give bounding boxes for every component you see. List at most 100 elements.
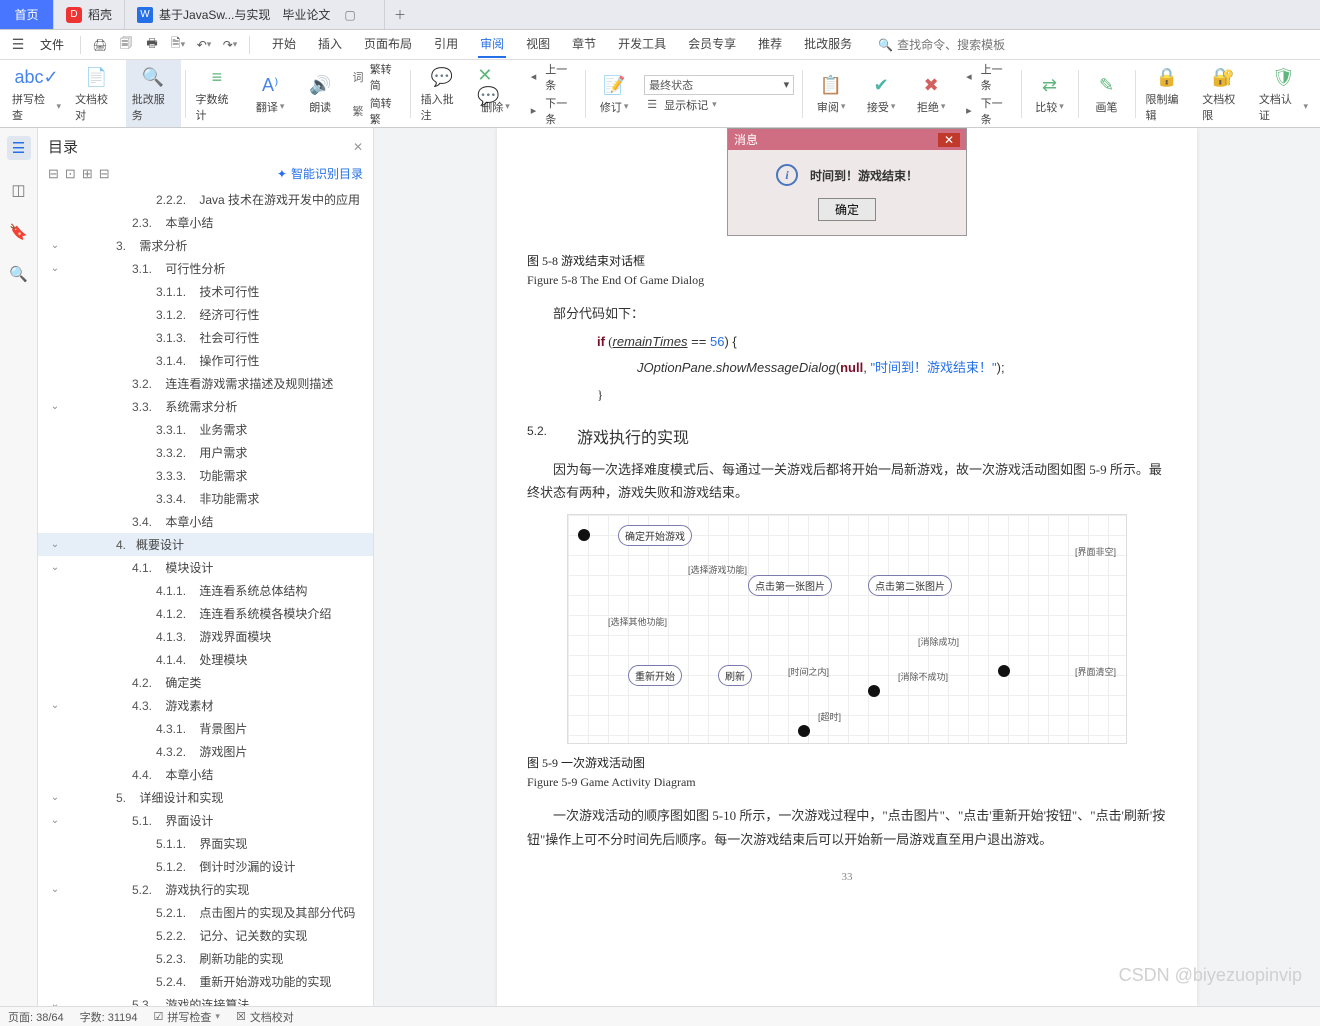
accept-button[interactable]: ✔接受 <box>857 60 905 127</box>
show-markup-button[interactable]: ☰显示标记 <box>644 97 794 113</box>
doc-proof-button[interactable]: 📄文档校对 <box>69 60 124 127</box>
word-count-button[interactable]: ≡字数统计 <box>189 60 244 127</box>
outline-item[interactable]: 3.3.1. 业务需求 <box>38 418 373 441</box>
menu-tab-correction[interactable]: 批改服务 <box>802 31 854 58</box>
outline-item[interactable]: 3.2. 连连看游戏需求描述及规则描述 <box>38 372 373 395</box>
outline-item[interactable]: 5.2.3. 刷新功能的实现 <box>38 947 373 970</box>
outline-item[interactable]: ⌄5.2. 游戏执行的实现 <box>38 878 373 901</box>
outline-item[interactable]: ⌄4.1. 模块设计 <box>38 556 373 579</box>
doc-permission-button[interactable]: 🔐文档权限 <box>1196 60 1251 127</box>
tab-document[interactable]: W基于JavaSw...与实现 毕业论文▢ <box>125 0 385 29</box>
outline-item[interactable]: 3.1.3. 社会可行性 <box>38 326 373 349</box>
read-aloud-button[interactable]: 🔊朗读 <box>296 60 344 127</box>
remove-icon[interactable]: ⊟ <box>99 166 110 182</box>
outline-item[interactable]: ⌄5.3. 游戏的连接算法 <box>38 993 373 1006</box>
add-icon[interactable]: ⊞ <box>82 166 93 182</box>
outline-item[interactable]: 3.1.4. 操作可行性 <box>38 349 373 372</box>
outline-item[interactable]: ⌄3.1. 可行性分析 <box>38 257 373 280</box>
menu-tab-start[interactable]: 开始 <box>270 31 298 58</box>
status-proof[interactable]: ☒ 文档校对 <box>236 1009 294 1025</box>
print-icon[interactable]: 🖶 <box>141 34 163 56</box>
preview-icon[interactable]: 🗐 <box>115 34 137 56</box>
outline-item[interactable]: 5.2.2. 记分、记关数的实现 <box>38 924 373 947</box>
outline-item[interactable]: 4.3.1. 背景图片 <box>38 717 373 740</box>
outline-item[interactable]: 3.3.2. 用户需求 <box>38 441 373 464</box>
new-tab-button[interactable]: ＋ <box>385 0 415 29</box>
outline-item[interactable]: 5.2.4. 重新开始游戏功能的实现 <box>38 970 373 993</box>
menu-tab-reference[interactable]: 引用 <box>432 31 460 58</box>
status-spell[interactable]: ☑ 拼写检查 <box>154 1009 220 1025</box>
outline-item[interactable]: 3.3.3. 功能需求 <box>38 464 373 487</box>
doc-auth-button[interactable]: 🛡文档认证 <box>1253 60 1314 127</box>
correction-service-button[interactable]: 🔍批改服务 <box>126 60 181 127</box>
outline-item[interactable]: 2.2.2. Java 技术在游戏开发中的应用 <box>38 188 373 211</box>
outline-item[interactable]: 4.1.2. 连连看系统模各模块介绍 <box>38 602 373 625</box>
command-search[interactable]: 🔍 <box>878 38 1037 52</box>
outline-item[interactable]: ⌄5.1. 界面设计 <box>38 809 373 832</box>
outline-item[interactable]: 4.1.1. 连连看系统总体结构 <box>38 579 373 602</box>
track-changes-button[interactable]: 📝修订 <box>590 60 638 127</box>
restrict-edit-button[interactable]: 🔒限制编辑 <box>1139 60 1194 127</box>
undo-icon[interactable]: ↶ <box>193 34 215 56</box>
menu-tab-vip[interactable]: 会员专享 <box>686 31 738 58</box>
save-icon[interactable]: 🖨︎ <box>89 34 111 56</box>
outline-item[interactable]: 4.1.3. 游戏界面模块 <box>38 625 373 648</box>
display-state-combo[interactable]: 最终状态▾ <box>644 75 794 95</box>
outline-item[interactable]: 3.4. 本章小结 <box>38 510 373 533</box>
menu-tab-review[interactable]: 审阅 <box>478 31 506 58</box>
outline-item[interactable]: ⌄4.3. 游戏素材 <box>38 694 373 717</box>
next-change-button[interactable]: ▸下一条 <box>961 95 1012 127</box>
outline-item[interactable]: ⌄3. 需求分析 <box>38 234 373 257</box>
review-pane-button[interactable]: 📋审阅 <box>807 60 855 127</box>
outline-item[interactable]: 4.3.2. 游戏图片 <box>38 740 373 763</box>
pen-button[interactable]: ✎画笔 <box>1083 60 1131 127</box>
trad-to-simp-button[interactable]: 词繁转简 <box>350 61 401 93</box>
outline-item[interactable]: 4.4. 本章小结 <box>38 763 373 786</box>
outline-item[interactable]: ⌄5. 详细设计和实现 <box>38 786 373 809</box>
nav-tool-icon[interactable]: ◫ <box>7 178 31 202</box>
outline-item[interactable]: ⌄4.概要设计 <box>38 533 373 556</box>
bookmark-tool-icon[interactable]: 🔖 <box>7 220 31 244</box>
redo-icon[interactable]: ↷ <box>219 34 241 56</box>
outline-item[interactable]: 4.2. 确定类 <box>38 671 373 694</box>
search-tool-icon[interactable]: 🔍 <box>7 262 31 286</box>
outline-item[interactable]: 5.2.1. 点击图片的实现及其部分代码 <box>38 901 373 924</box>
tab-daoke[interactable]: D稻壳 <box>54 0 125 29</box>
next-comment-button[interactable]: ▸下一条 <box>526 95 577 127</box>
outline-item[interactable]: 5.1.2. 倒计时沙漏的设计 <box>38 855 373 878</box>
menu-tab-devtools[interactable]: 开发工具 <box>616 31 668 58</box>
file-menu[interactable]: 文件 <box>32 36 72 53</box>
outline-item[interactable]: 3.1.1. 技术可行性 <box>38 280 373 303</box>
tab-home[interactable]: 首页 <box>0 0 54 29</box>
search-input[interactable] <box>897 38 1037 52</box>
status-words[interactable]: 字数: 31194 <box>80 1009 138 1025</box>
prev-change-button[interactable]: ◂上一条 <box>961 61 1012 93</box>
collapse-all-icon[interactable]: ⊟ <box>48 166 59 182</box>
menu-tab-view[interactable]: 视图 <box>524 31 552 58</box>
menu-tab-pagelayout[interactable]: 页面布局 <box>362 31 414 58</box>
expand-icon[interactable]: ⊡ <box>65 166 76 182</box>
outline-item[interactable]: ⌄3.3. 系统需求分析 <box>38 395 373 418</box>
tab-close-icon[interactable]: ▢ <box>344 8 355 22</box>
smart-recognize-button[interactable]: ✦智能识别目录 <box>277 165 363 182</box>
reject-button[interactable]: ✖拒绝 <box>907 60 955 127</box>
translate-button[interactable]: A⁾翻译 <box>246 60 294 127</box>
outline-close-icon[interactable]: ✕ <box>353 140 363 154</box>
document-viewport[interactable]: 消息✕ i时间到！游戏结束！ 确定 图 5-8 游戏结束对话框 Figure 5… <box>374 128 1320 1006</box>
status-page[interactable]: 页面: 38/64 <box>8 1009 64 1025</box>
insert-comment-button[interactable]: 💬插入批注 <box>415 60 470 127</box>
prev-comment-button[interactable]: ◂上一条 <box>526 61 577 93</box>
menu-tab-section[interactable]: 章节 <box>570 31 598 58</box>
print-preview-icon[interactable]: 🗎 <box>167 34 189 56</box>
compare-button[interactable]: ⇄比较 <box>1026 60 1074 127</box>
outline-item[interactable]: 3.3.4. 非功能需求 <box>38 487 373 510</box>
menu-tab-recommend[interactable]: 推荐 <box>756 31 784 58</box>
hamburger-icon[interactable]: ☰ <box>8 36 28 53</box>
outline-item[interactable]: 2.3. 本章小结 <box>38 211 373 234</box>
outline-item[interactable]: 4.1.4. 处理模块 <box>38 648 373 671</box>
spellcheck-button[interactable]: abc✓拼写检查 <box>6 60 67 127</box>
outline-item[interactable]: 3.1.2. 经济可行性 <box>38 303 373 326</box>
outline-tool-icon[interactable]: ☰ <box>7 136 31 160</box>
delete-comment-button[interactable]: ✕💬删除 <box>471 60 519 127</box>
menu-tab-insert[interactable]: 插入 <box>316 31 344 58</box>
